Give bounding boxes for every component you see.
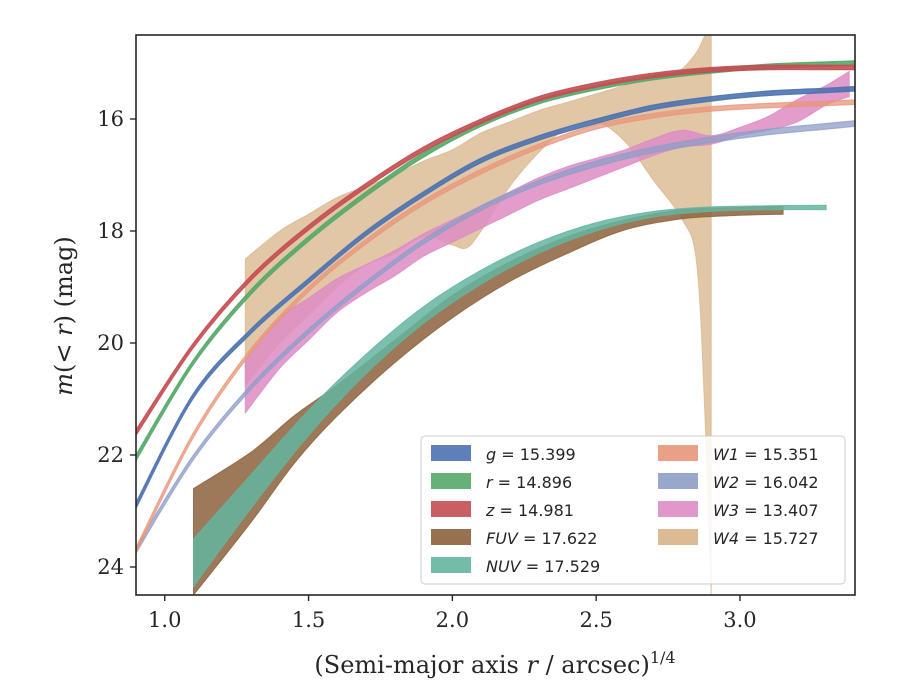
legend-swatch	[658, 501, 698, 517]
legend-label: W1 = 15.351	[713, 445, 819, 464]
legend-label: NUV = 17.529	[486, 557, 600, 576]
series-band-z	[136, 64, 855, 437]
legend-swatch	[431, 501, 471, 517]
legend-swatch	[658, 445, 698, 461]
series-band-w2	[136, 120, 855, 555]
y-tick-label: 20	[97, 331, 124, 355]
legend-label: r = 14.896	[486, 473, 572, 492]
y-axis-title: m(< r) (mag)	[50, 236, 78, 396]
plot-area	[136, 35, 855, 595]
y-tick-label: 16	[97, 107, 124, 131]
y-tick-label: 18	[97, 219, 124, 243]
y-tick-label: 24	[97, 555, 124, 579]
axes-frame	[135, 34, 856, 596]
legend-label: g = 15.399	[486, 445, 576, 464]
legend-swatch	[658, 473, 698, 489]
series-band-g	[136, 85, 855, 509]
legend-label: W3 = 13.407	[713, 501, 819, 520]
x-tick-label: 1.5	[292, 608, 325, 632]
legend: g = 15.399 r = 14.896 z = 14.981 FUV = 17.6…	[420, 435, 846, 585]
y-tick-label: 22	[97, 443, 124, 467]
legend-label: W4 = 15.727	[713, 529, 819, 548]
legend-swatch	[431, 529, 471, 545]
x-tick-label: 1.0	[148, 608, 181, 632]
x-tick-label: 2.5	[579, 608, 612, 632]
series-band-r	[136, 60, 855, 462]
ticks: 1.0 1.5 2.0 2.5 3.0 16 18 20 22 24	[97, 107, 756, 632]
legend-label: FUV = 17.622	[486, 529, 597, 548]
legend-label: z = 14.981	[485, 501, 574, 520]
x-axis-title: (Semi-major axis r / arcsec)1/4	[314, 648, 675, 679]
legend-swatch	[431, 557, 471, 573]
x-tick-label: 2.0	[436, 608, 469, 632]
legend-swatch	[431, 473, 471, 489]
series-band-nuv	[193, 204, 827, 589]
legend-swatch	[658, 529, 698, 545]
x-tick-label: 3.0	[723, 608, 756, 632]
legend-swatch	[431, 445, 471, 461]
legend-label: W2 = 16.042	[713, 473, 819, 492]
series-band-w1	[136, 99, 855, 554]
legend-frame	[420, 435, 846, 585]
